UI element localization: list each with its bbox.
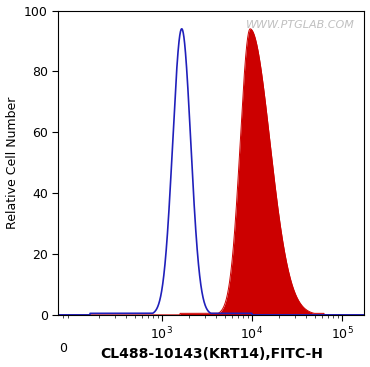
X-axis label: CL488-10143(KRT14),FITC-H: CL488-10143(KRT14),FITC-H bbox=[100, 348, 323, 361]
Text: WWW.PTGLAB.COM: WWW.PTGLAB.COM bbox=[246, 20, 355, 30]
Text: 0: 0 bbox=[59, 342, 67, 355]
Y-axis label: Relative Cell Number: Relative Cell Number bbox=[6, 97, 18, 229]
